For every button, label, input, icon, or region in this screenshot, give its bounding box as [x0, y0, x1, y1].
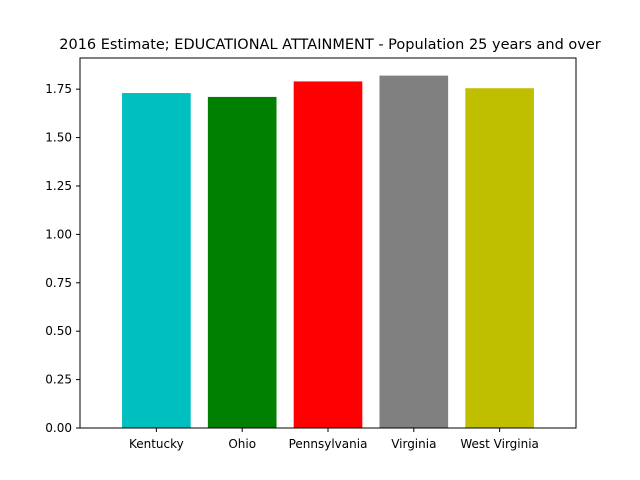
x-tick-label: West Virginia: [460, 437, 539, 451]
bar-kentucky: [122, 93, 191, 428]
y-tick-label: 0.25: [45, 373, 72, 387]
plot-frame: [79, 57, 577, 429]
y-tick-label: 0.50: [45, 324, 72, 338]
x-tick-label: Ohio: [228, 437, 256, 451]
y-tick-label: 1.25: [45, 179, 72, 193]
bar-west-virginia: [465, 88, 534, 429]
y-tick-label: 1.00: [45, 227, 72, 241]
x-tick-label: Pennsylvania: [289, 437, 368, 451]
x-tick-label: Virginia: [391, 437, 436, 451]
bars-group: [122, 75, 534, 429]
bar-ohio: [207, 96, 277, 428]
y-tick-label: 0.00: [45, 421, 72, 435]
bar-virginia: [379, 75, 449, 428]
chart-title: 2016 Estimate; EDUCATIONAL ATTAINMENT - …: [59, 37, 601, 53]
y-tick-label: 1.50: [45, 131, 72, 145]
x-axis: Kentucky Ohio Pennsylvania Virginia West Vir…: [129, 428, 539, 451]
y-tick-label: 0.75: [45, 276, 72, 290]
y-axis: 0.00 0.25 0.50 0.75 1.00 1.25 1.50 1.75: [45, 82, 80, 435]
y-tick-label: 1.75: [45, 82, 72, 96]
x-tick-label: Kentucky: [129, 437, 184, 451]
bar-pennsylvania: [293, 81, 363, 429]
